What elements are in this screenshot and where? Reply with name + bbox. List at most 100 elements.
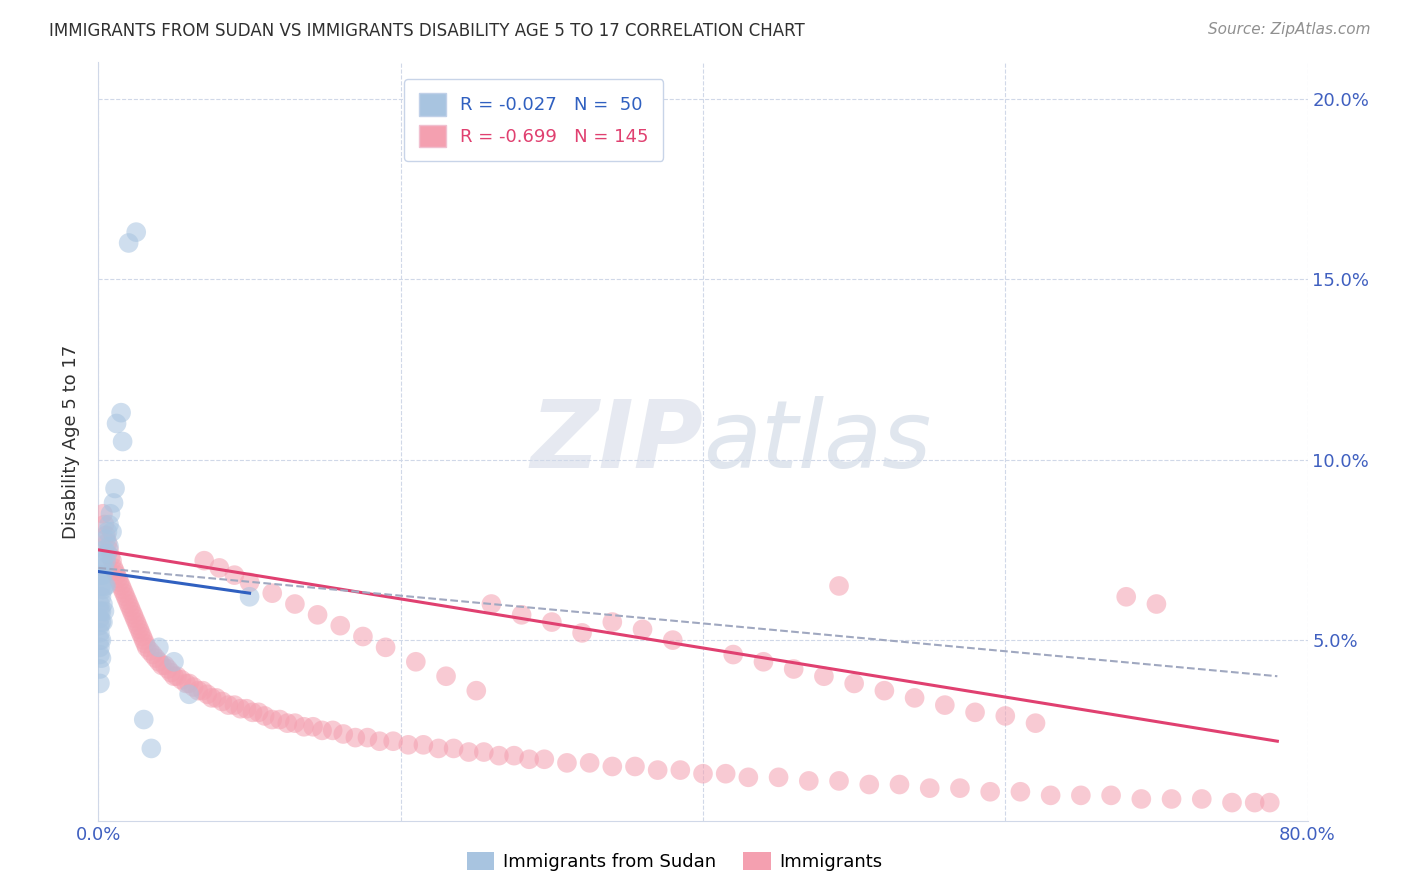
Text: ZIP: ZIP xyxy=(530,395,703,488)
Point xyxy=(797,773,820,788)
Point xyxy=(904,690,927,705)
Point xyxy=(89,611,111,625)
Point xyxy=(89,597,111,611)
Point xyxy=(89,648,111,662)
Point xyxy=(124,611,146,625)
Point xyxy=(253,709,276,723)
Point xyxy=(858,778,880,792)
Point xyxy=(91,597,114,611)
Point xyxy=(89,662,111,676)
Point xyxy=(1220,796,1243,810)
Point xyxy=(132,633,155,648)
Point xyxy=(103,561,125,575)
Point xyxy=(98,517,121,532)
Point xyxy=(481,597,503,611)
Point xyxy=(602,759,624,773)
Point xyxy=(427,741,450,756)
Point xyxy=(105,568,128,582)
Point xyxy=(412,738,434,752)
Point xyxy=(90,561,112,575)
Point xyxy=(714,766,737,780)
Point xyxy=(174,676,197,690)
Point xyxy=(201,690,224,705)
Point xyxy=(768,770,790,784)
Point xyxy=(96,535,118,549)
Point xyxy=(934,698,956,712)
Point xyxy=(193,554,215,568)
Point xyxy=(89,676,111,690)
Point xyxy=(235,702,257,716)
Text: IMMIGRANTS FROM SUDAN VS IMMIGRANTS DISABILITY AGE 5 TO 17 CORRELATION CHART: IMMIGRANTS FROM SUDAN VS IMMIGRANTS DISA… xyxy=(49,22,806,40)
Point xyxy=(224,698,246,712)
Point xyxy=(217,698,239,712)
Point xyxy=(179,676,201,690)
Point xyxy=(150,658,173,673)
Point xyxy=(533,752,555,766)
Point xyxy=(1130,792,1153,806)
Text: atlas: atlas xyxy=(703,396,931,487)
Point xyxy=(110,406,132,420)
Point xyxy=(89,633,111,648)
Point xyxy=(141,741,163,756)
Point xyxy=(284,597,307,611)
Point xyxy=(160,665,183,680)
Point xyxy=(329,618,352,632)
Legend: Immigrants from Sudan, Immigrants: Immigrants from Sudan, Immigrants xyxy=(460,845,890,879)
Point xyxy=(472,745,495,759)
Point xyxy=(307,607,329,622)
Point xyxy=(211,694,233,708)
Point xyxy=(125,615,148,629)
Point xyxy=(125,225,148,239)
Point xyxy=(1099,789,1122,803)
Point xyxy=(103,496,125,510)
Point xyxy=(128,622,150,636)
Point xyxy=(100,550,122,565)
Point xyxy=(1243,796,1265,810)
Point xyxy=(465,683,488,698)
Point xyxy=(104,482,127,496)
Point xyxy=(111,434,134,449)
Point xyxy=(183,680,205,694)
Point xyxy=(949,781,972,796)
Point xyxy=(122,607,145,622)
Y-axis label: Disability Age 5 to 17: Disability Age 5 to 17 xyxy=(62,344,80,539)
Point xyxy=(129,626,152,640)
Point xyxy=(187,683,209,698)
Point xyxy=(578,756,600,770)
Point xyxy=(602,615,624,629)
Point xyxy=(262,586,284,600)
Point xyxy=(127,618,149,632)
Point xyxy=(1010,785,1032,799)
Point xyxy=(105,417,128,431)
Point xyxy=(292,720,315,734)
Point xyxy=(90,633,112,648)
Point xyxy=(90,651,112,665)
Point xyxy=(91,507,114,521)
Point xyxy=(844,676,866,690)
Point xyxy=(396,738,419,752)
Point xyxy=(148,640,170,655)
Point xyxy=(873,683,896,698)
Point xyxy=(1144,597,1167,611)
Point xyxy=(90,568,112,582)
Point xyxy=(148,655,170,669)
Point xyxy=(195,687,218,701)
Point xyxy=(752,655,775,669)
Point xyxy=(94,554,117,568)
Point xyxy=(1191,792,1213,806)
Point xyxy=(89,626,111,640)
Point xyxy=(139,644,162,658)
Point xyxy=(571,626,593,640)
Point xyxy=(1039,789,1062,803)
Point xyxy=(239,575,262,590)
Legend: R = -0.027   N =  50, R = -0.699   N = 145: R = -0.027 N = 50, R = -0.699 N = 145 xyxy=(405,79,664,161)
Point xyxy=(101,524,124,539)
Point xyxy=(443,741,465,756)
Point xyxy=(90,579,112,593)
Point xyxy=(457,745,479,759)
Point xyxy=(276,716,298,731)
Text: Source: ZipAtlas.com: Source: ZipAtlas.com xyxy=(1208,22,1371,37)
Point xyxy=(93,517,115,532)
Point xyxy=(104,565,127,579)
Point xyxy=(356,731,378,745)
